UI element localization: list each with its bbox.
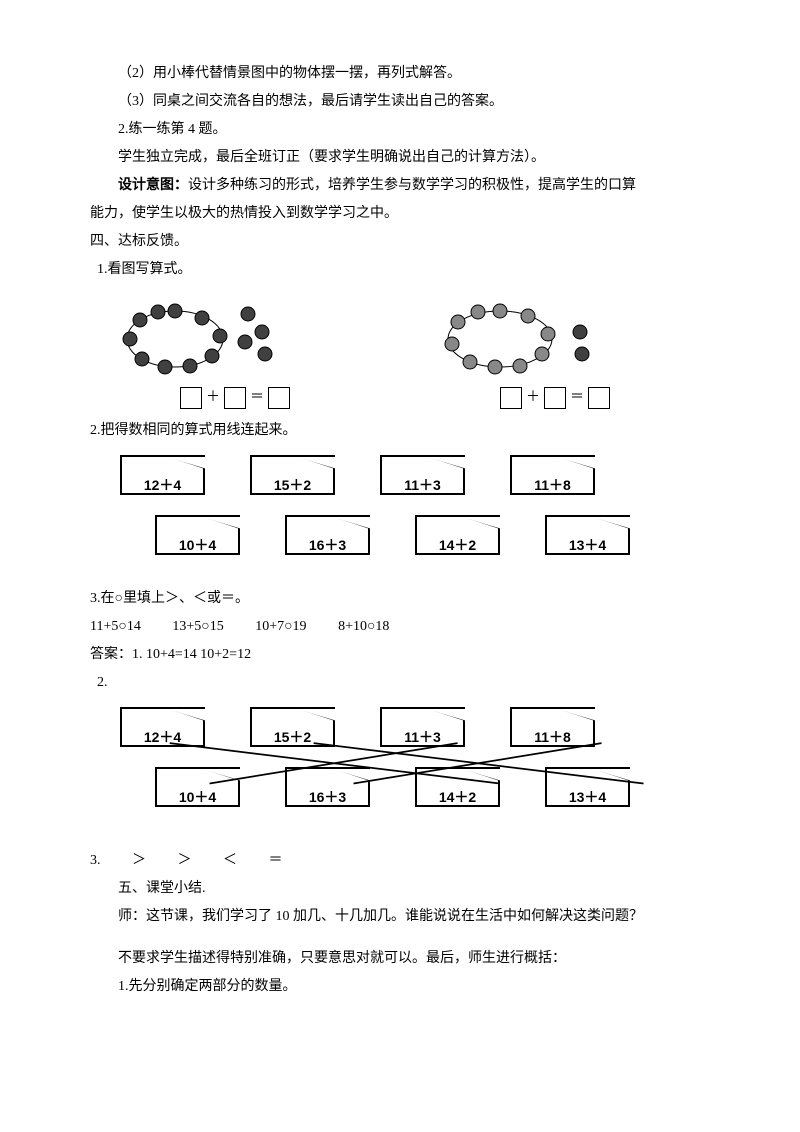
bead-ring-svg-1 [110,294,310,384]
envelope-label: 16＋3 [309,789,346,805]
q3-answer: ＞ [178,847,192,875]
paragraph: 师：这节课，我们学习了 10 加几、十几加几。谁能说说在生活中如何解决这类问题？ [90,903,710,931]
envelope: 16＋3 [285,767,370,807]
q3-item: 13+5○15 [172,619,223,634]
answers-line-3: 3. ＞ ＞ ＜ ＝ [90,847,710,875]
paragraph: 能力，使学生以极大的热情投入到数学学习之中。 [90,200,710,228]
envelope-matching: 12＋4 15＋2 11＋3 11＋8 10＋4 16＋3 14＋2 13＋4 [90,445,710,585]
envelope: 16＋3 [285,515,370,555]
envelope: 12＋4 [120,707,205,747]
q3-item: 10+7○19 [255,619,306,634]
bead-ring-1: ＋ ＝ [110,294,310,412]
paragraph: （3）同桌之间交流各自的想法，最后请学生读出自己的答案。 [90,88,710,116]
envelope-label: 12＋4 [144,729,181,745]
envelope-label: 11＋8 [534,729,571,745]
envelope-matching-answer: 12＋4 15＋2 11＋3 11＋8 10＋4 16＋3 14＋2 13＋4 [90,697,710,847]
envelope-label: 11＋3 [404,729,441,745]
paragraph: 1.先分别确定两部分的数量。 [90,973,710,1001]
envelope: 11＋3 [380,707,465,747]
question-3-items: 11+5○14 13+5○15 10+7○19 8+10○18 [90,613,710,641]
envelope-label: 15＋2 [274,477,311,493]
envelope: 14＋2 [415,515,500,555]
envelope: 12＋4 [120,455,205,495]
envelope-label: 13＋4 [569,789,606,805]
envelope: 11＋3 [380,455,465,495]
question-3: 3.在○里填上＞、＜或＝。 [90,585,710,613]
q3-answer: ＞ [132,847,146,875]
q3-answer-label: 3. [90,847,101,875]
answer-box [180,387,202,409]
bead-ring-svg-2 [430,294,630,384]
envelope: 15＋2 [250,455,335,495]
envelope-row-bottom: 10＋4 16＋3 14＋2 13＋4 [155,767,710,807]
paragraph: 不要求学生描述得特别准确，只要意思对就可以。最后，师生进行概括： [90,945,710,973]
envelope-label: 13＋4 [569,537,606,553]
envelope-label: 12＋4 [144,477,181,493]
bead-diagrams: ＋ ＝ ＋ ＝ [110,294,710,412]
envelope-label: 11＋3 [404,477,441,493]
q3-answer: ＜ [223,847,237,875]
envelope: 11＋8 [510,707,595,747]
plus-sign: ＋ [526,384,540,412]
section-heading: 五、课堂小结. [90,875,710,903]
envelope-label: 14＋2 [439,789,476,805]
answer-box [224,387,246,409]
envelope: 13＋4 [545,767,630,807]
paragraph: 学生独立完成，最后全班订正（要求学生明确说出自己的计算方法）。 [90,144,710,172]
equation-2: ＋ ＝ [500,384,610,412]
envelope: 10＋4 [155,767,240,807]
envelope-label: 10＋4 [179,537,216,553]
envelope-label: 16＋3 [309,537,346,553]
envelope: 13＋4 [545,515,630,555]
answers-line-2: 2. [97,669,710,697]
answer-box [544,387,566,409]
envelope: 11＋8 [510,455,595,495]
paragraph: （2）用小棒代替情景图中的物体摆一摆，再列式解答。 [90,60,710,88]
design-intent-label: 设计意图： [118,178,188,193]
q3-item: 11+5○14 [90,619,141,634]
envelope: 10＋4 [155,515,240,555]
q3-item: 8+10○18 [338,619,389,634]
question-2: 2.把得数相同的算式用线连起来。 [90,417,710,445]
equation-1: ＋ ＝ [180,384,290,412]
plus-sign: ＋ [206,384,220,412]
design-intent: 设计意图：设计多种练习的形式，培养学生参与数学学习的积极性，提高学生的口算 [90,172,710,200]
equals-sign: ＝ [570,384,584,412]
envelope-label: 10＋4 [179,789,216,805]
q3-answer: ＝ [269,847,283,875]
envelope-row-top: 12＋4 15＋2 11＋3 11＋8 [120,455,710,495]
bead-ring-2: ＋ ＝ [430,294,630,412]
section-heading: 四、达标反馈。 [90,228,710,256]
envelope: 15＋2 [250,707,335,747]
envelope-label: 15＋2 [274,729,311,745]
answer-box [500,387,522,409]
equals-sign: ＝ [250,384,264,412]
envelope-label: 11＋8 [534,477,571,493]
answers-line-1: 答案：1. 10+4=14 10+2=12 [90,641,710,669]
envelope-label: 14＋2 [439,537,476,553]
text: 设计多种练习的形式，培养学生参与数学学习的积极性，提高学生的口算 [188,178,636,193]
envelope-row-bottom: 10＋4 16＋3 14＋2 13＋4 [155,515,710,555]
paragraph: 2.练一练第 4 题。 [90,116,710,144]
question-1: 1.看图写算式。 [97,256,710,284]
envelope-row-top: 12＋4 15＋2 11＋3 11＋8 [120,707,710,747]
answer-box [268,387,290,409]
envelope: 14＋2 [415,767,500,807]
answer-box [588,387,610,409]
